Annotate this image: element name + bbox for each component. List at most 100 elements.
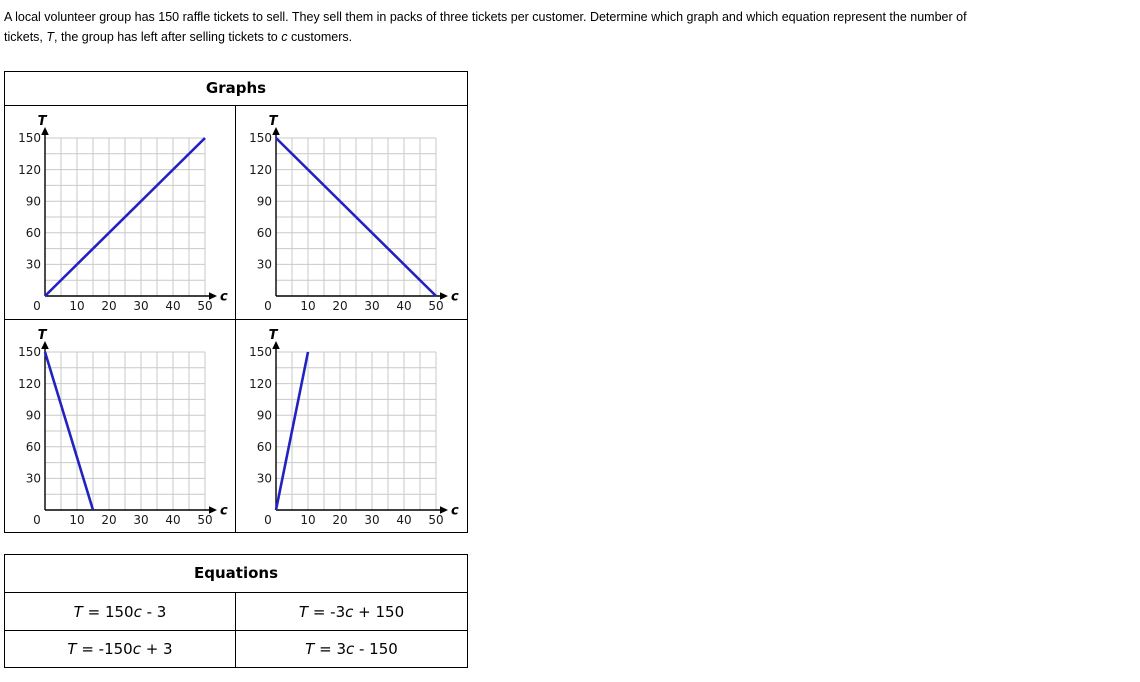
x-tick-label: 0 — [264, 299, 272, 313]
constant-term: + 3 — [140, 640, 173, 658]
x-tick-label: 50 — [197, 513, 212, 527]
equation-option-4[interactable]: T = 3c - 150 — [236, 630, 467, 667]
equation-var: c — [345, 640, 355, 658]
y-tick-label: 60 — [257, 440, 272, 454]
axis-labels: Tc — [269, 114, 459, 305]
equation-text: T = 3c - 150 — [305, 640, 398, 658]
y-tick-label: 150 — [18, 345, 41, 359]
y-axis-label: T — [38, 114, 48, 129]
axis-labels: Tc — [269, 328, 459, 519]
equation-lhs: T — [73, 602, 83, 621]
x-tick-label: 50 — [428, 513, 443, 527]
constant-term: + 150 — [353, 602, 405, 621]
statement-line2-mid: , the group has left after selling ticke… — [54, 30, 282, 44]
y-tick-label: 150 — [249, 131, 272, 145]
equations-grid: T = 150c - 3 T = -3c + 150 T = -150c + 3… — [5, 593, 467, 667]
x-tick-label: 50 — [428, 299, 443, 313]
equations-header: Equations — [5, 555, 467, 593]
x-axis-label: c — [451, 504, 459, 519]
equations-table: Equations T = 150c - 3 T = -3c + 150 T =… — [4, 554, 468, 668]
equals-sign: = — [314, 640, 337, 658]
y-tick-label: 150 — [249, 345, 272, 359]
axes — [41, 341, 217, 514]
y-tick-label: 30 — [26, 472, 41, 486]
y-tick-label: 90 — [26, 194, 41, 208]
y-tick-label: 120 — [18, 377, 41, 391]
y-tick-label: 150 — [18, 131, 41, 145]
equation-lhs: T — [298, 602, 309, 621]
statement-line2-pre: tickets, — [4, 30, 47, 44]
equation-var: c — [345, 602, 354, 621]
data-line — [43, 351, 95, 511]
constant-term: - 150 — [354, 640, 398, 658]
axes — [272, 127, 448, 300]
equation-option-2[interactable]: T = -3c + 150 — [236, 593, 467, 630]
x-tick-label: 40 — [165, 513, 180, 527]
tick-labels: 30 60 90 120 150 0 10 20 30 40 50 — [18, 131, 213, 313]
equation-text: T = -3c + 150 — [299, 603, 404, 621]
equation-lhs: T — [305, 640, 315, 658]
constant-term: - 3 — [141, 602, 167, 621]
graphs-header: Graphs — [5, 72, 467, 106]
data-line — [275, 137, 437, 297]
y-axis-label: T — [38, 328, 48, 343]
x-axis-label: c — [220, 504, 228, 519]
grid — [45, 351, 206, 510]
axes — [272, 341, 448, 514]
x-tick-label: 30 — [133, 513, 148, 527]
y-tick-label: 120 — [249, 377, 272, 391]
y-tick-label: 60 — [26, 226, 41, 240]
problem-statement: A local volunteer group has 150 raffle t… — [0, 0, 1140, 47]
x-tick-label: 40 — [396, 299, 411, 313]
y-tick-label: 120 — [18, 163, 41, 177]
x-tick-label: 30 — [133, 299, 148, 313]
y-tick-label: 60 — [26, 440, 41, 454]
y-tick-label: 30 — [26, 258, 41, 272]
x-tick-label: 0 — [33, 299, 41, 313]
coefficient: -3 — [330, 602, 346, 621]
variable-c: c — [281, 30, 288, 44]
tick-labels: 30 60 90 120 150 0 10 20 30 40 50 — [18, 345, 213, 527]
x-tick-label: 30 — [364, 513, 379, 527]
axes — [41, 127, 217, 300]
x-tick-label: 30 — [364, 299, 379, 313]
equation-option-3[interactable]: T = -150c + 3 — [5, 630, 236, 667]
x-tick-label: 20 — [101, 513, 116, 527]
coefficient: 3 — [336, 640, 346, 658]
x-tick-label: 0 — [264, 513, 272, 527]
x-tick-label: 10 — [300, 299, 315, 313]
x-tick-label: 0 — [33, 513, 41, 527]
y-tick-label: 30 — [257, 258, 272, 272]
grid — [276, 351, 437, 510]
y-tick-label: 90 — [257, 194, 272, 208]
coefficient: -150 — [98, 640, 133, 658]
equation-option-1[interactable]: T = 150c - 3 — [5, 593, 236, 630]
x-tick-label: 40 — [165, 299, 180, 313]
statement-line1: A local volunteer group has 150 raffle t… — [4, 10, 967, 24]
x-tick-label: 10 — [300, 513, 315, 527]
equation-var: c — [132, 640, 141, 658]
x-axis-label: c — [451, 290, 459, 305]
equals-sign: = — [82, 602, 105, 621]
equals-sign: = — [308, 602, 331, 621]
equation-lhs: T — [67, 640, 77, 658]
variable-T: T — [46, 30, 55, 44]
tick-labels: 30 60 90 120 150 0 10 20 30 40 50 — [249, 345, 444, 527]
axis-labels: Tc — [38, 114, 228, 305]
statement-line2-post: customers. — [287, 30, 353, 44]
y-tick-label: 60 — [257, 226, 272, 240]
x-tick-label: 50 — [197, 299, 212, 313]
x-tick-label: 40 — [396, 513, 411, 527]
x-tick-label: 20 — [101, 299, 116, 313]
data-line — [274, 351, 310, 511]
